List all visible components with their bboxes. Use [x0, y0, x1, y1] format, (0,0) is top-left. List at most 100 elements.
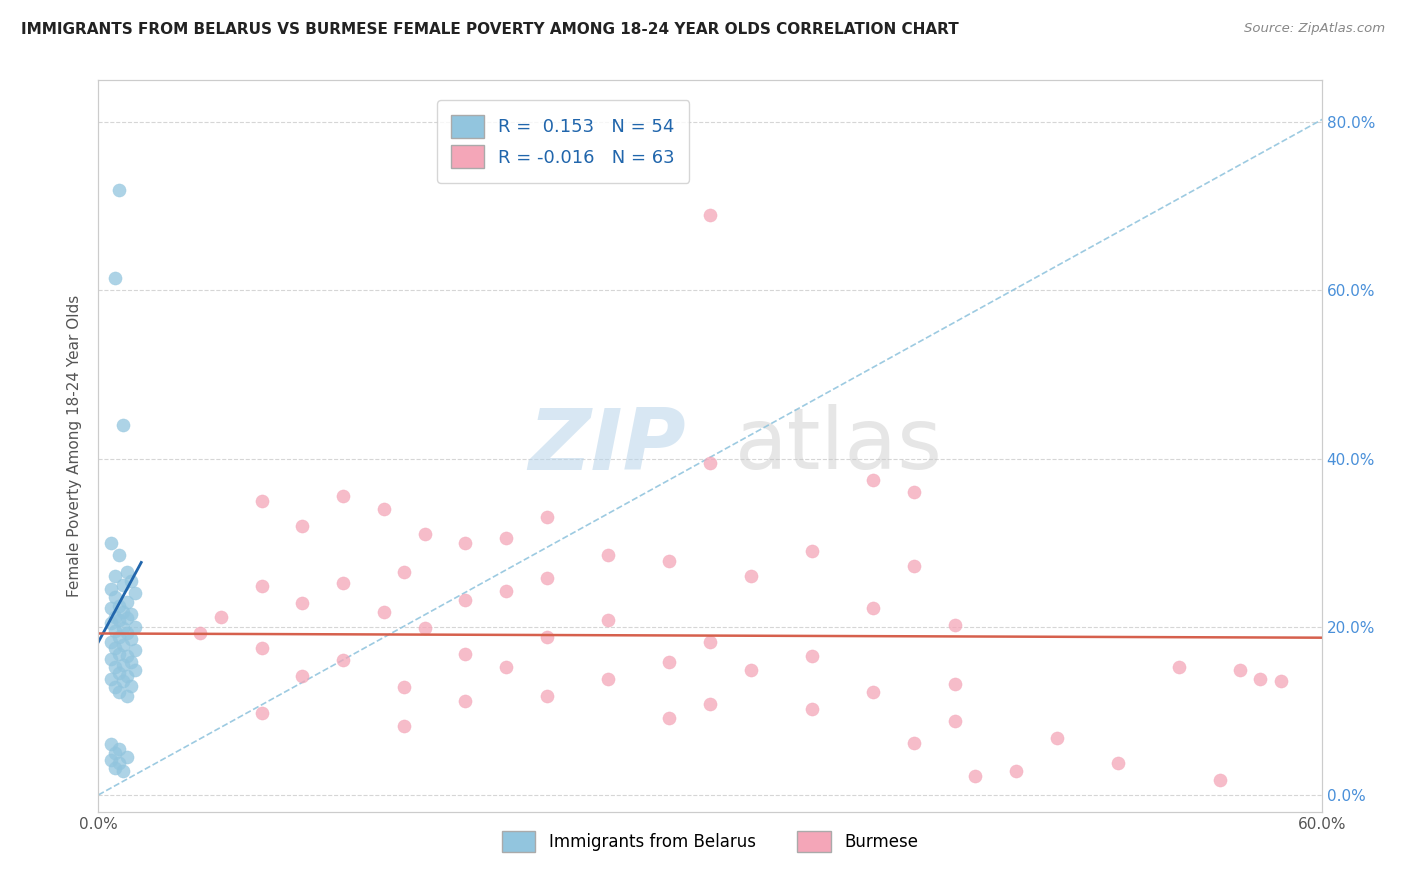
Point: [699, 456, 721, 470]
Point: [598, 613, 620, 627]
Point: [100, 651, 122, 665]
Point: [658, 554, 681, 568]
Point: [291, 519, 314, 533]
Point: [120, 607, 142, 622]
Point: [1249, 672, 1271, 686]
Point: [658, 655, 681, 669]
Point: [104, 640, 127, 655]
Point: [100, 615, 122, 630]
Point: [115, 565, 138, 579]
Point: [740, 569, 762, 583]
Point: [332, 576, 354, 591]
Point: [250, 706, 273, 720]
Point: [100, 635, 122, 649]
Point: [801, 649, 824, 664]
Point: [108, 685, 131, 699]
Point: [124, 664, 146, 678]
Point: [108, 665, 131, 680]
Point: [104, 569, 127, 583]
Point: [108, 630, 131, 644]
Point: [740, 664, 762, 678]
Point: [332, 653, 354, 667]
Point: [536, 510, 558, 524]
Text: IMMIGRANTS FROM BELARUS VS BURMESE FEMALE POVERTY AMONG 18-24 YEAR OLDS CORRELAT: IMMIGRANTS FROM BELARUS VS BURMESE FEMAL…: [21, 22, 959, 37]
Point: [108, 647, 131, 661]
Point: [943, 714, 966, 728]
Point: [413, 622, 436, 636]
Point: [495, 532, 517, 546]
Point: [104, 624, 127, 638]
Point: [943, 677, 966, 691]
Point: [495, 584, 517, 599]
Point: [104, 660, 127, 674]
Point: [108, 756, 131, 770]
Point: [100, 672, 122, 686]
Point: [115, 668, 138, 682]
Point: [209, 609, 232, 624]
Point: [1045, 731, 1069, 745]
Point: [108, 741, 131, 756]
Point: [104, 746, 127, 760]
Point: [108, 613, 131, 627]
Point: [1167, 660, 1189, 674]
Point: [699, 635, 721, 649]
Point: [250, 493, 273, 508]
Point: [1229, 664, 1251, 678]
Point: [699, 208, 721, 222]
Point: [598, 672, 620, 686]
Point: [536, 630, 558, 644]
Point: [598, 549, 620, 563]
Text: ZIP: ZIP: [527, 404, 686, 488]
Point: [104, 609, 127, 624]
Point: [100, 738, 122, 752]
Point: [454, 535, 477, 549]
Point: [108, 183, 131, 197]
Point: [413, 527, 436, 541]
Point: [104, 761, 127, 775]
Point: [699, 697, 721, 711]
Point: [536, 571, 558, 585]
Point: [862, 601, 884, 615]
Point: [373, 502, 395, 516]
Point: [801, 702, 824, 716]
Point: [111, 638, 134, 652]
Point: [100, 753, 122, 767]
Point: [965, 769, 987, 783]
Point: [120, 655, 142, 669]
Point: [115, 689, 138, 703]
Point: [332, 490, 354, 504]
Point: [943, 618, 966, 632]
Point: [392, 719, 416, 733]
Point: [115, 594, 138, 608]
Point: [111, 417, 134, 432]
Point: [291, 596, 314, 610]
Point: [124, 586, 146, 600]
Point: [862, 685, 884, 699]
Point: [108, 549, 131, 563]
Point: [111, 578, 134, 592]
Point: [111, 764, 134, 779]
Point: [100, 535, 122, 549]
Point: [124, 643, 146, 657]
Text: atlas: atlas: [734, 404, 942, 488]
Point: [108, 599, 131, 613]
Point: [115, 750, 138, 764]
Point: [495, 660, 517, 674]
Point: [115, 611, 138, 625]
Point: [104, 681, 127, 695]
Point: [801, 544, 824, 558]
Point: [111, 622, 134, 636]
Point: [188, 626, 212, 640]
Point: [903, 485, 925, 500]
Point: [1004, 764, 1026, 779]
Point: [454, 694, 477, 708]
Point: [111, 605, 134, 619]
Point: [115, 626, 138, 640]
Point: [392, 565, 416, 579]
Point: [111, 657, 134, 672]
Point: [120, 632, 142, 647]
Point: [1270, 674, 1292, 689]
Point: [536, 689, 558, 703]
Point: [104, 591, 127, 605]
Point: [120, 679, 142, 693]
